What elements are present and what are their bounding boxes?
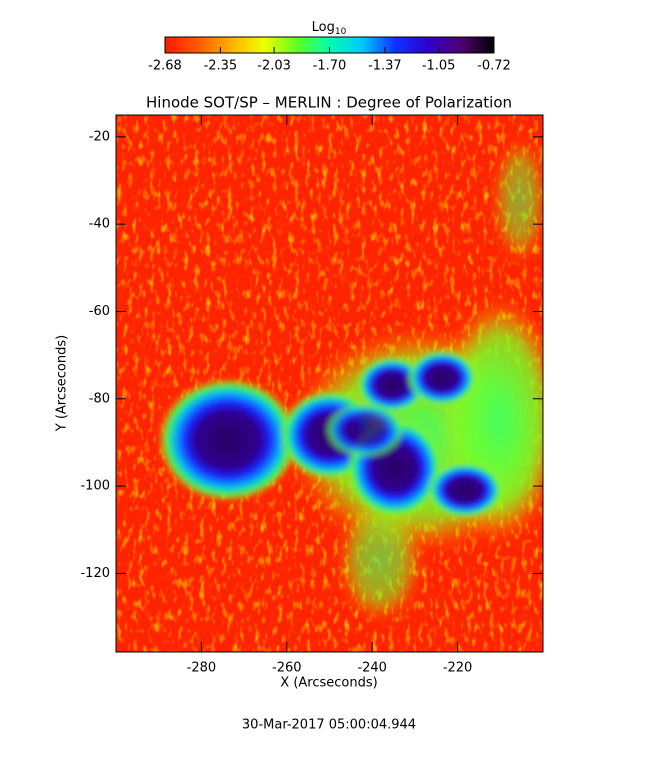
chart-title: Hinode SOT/SP – MERLIN : Degree of Polar… <box>146 94 512 112</box>
colorbar-tick-label: -2.03 <box>257 59 291 74</box>
footer-date: 30-Mar-2017 05:00:04.944 <box>242 718 416 733</box>
x-axis-label: X (Arcseconds) <box>280 676 377 691</box>
y-tick-label: -40 <box>89 217 110 232</box>
y-tick-label: -80 <box>89 391 110 406</box>
y-axis-label: Y (Arcseconds) <box>55 335 70 432</box>
y-tick-label: -120 <box>80 566 110 581</box>
colorbar-tick-label: -1.37 <box>368 59 402 74</box>
colorbar-tick-label: -2.68 <box>148 59 182 74</box>
plot-frame <box>115 114 544 653</box>
x-tick-label: -220 <box>443 661 473 676</box>
y-tick-label: -60 <box>89 304 110 319</box>
colorbar-tick-label: -2.35 <box>204 59 238 74</box>
x-tick-label: -240 <box>357 661 387 676</box>
colorbar-tick-label: -0.72 <box>477 59 511 74</box>
x-tick-label: -280 <box>187 661 217 676</box>
x-tick-label: -260 <box>272 661 302 676</box>
colorbar-tick-label: -1.05 <box>422 59 456 74</box>
colorbar-label: Log10 <box>312 20 347 37</box>
y-tick-label: -100 <box>80 479 110 494</box>
y-tick-label: -20 <box>89 129 110 144</box>
polarization-map <box>116 115 543 652</box>
colorbar-tick-label: -1.70 <box>313 59 347 74</box>
